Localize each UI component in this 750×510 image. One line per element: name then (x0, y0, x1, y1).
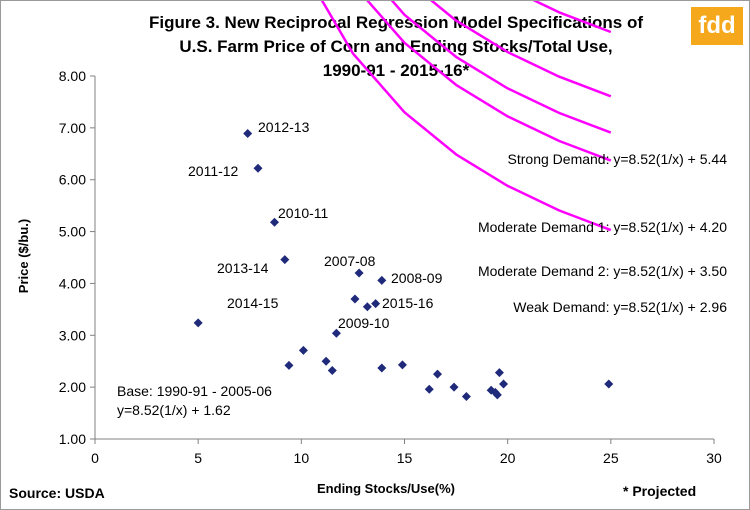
data-point (377, 275, 387, 285)
projected-footnote: * Projected (623, 483, 696, 499)
data-point (449, 382, 459, 392)
base-curve-equation: y=8.52(1/x) + 1.62 (117, 402, 231, 418)
y-axis-label: Price ($/bu.) (16, 219, 31, 293)
base-curve-label: Base: 1990-91 - 2005-06 (117, 383, 272, 399)
data-point (350, 294, 360, 304)
weak-demand-curve (366, 1, 612, 162)
data-point (284, 360, 294, 370)
annotations: 2012-13 2011-12 2010-11 2013-14 2014-15 2007-… (117, 119, 727, 418)
moderate-demand-1-curve (430, 1, 612, 98)
data-point (331, 328, 341, 338)
point-label: 2012-13 (258, 119, 310, 135)
data-point (253, 163, 263, 173)
point-label: 2009-10 (338, 315, 390, 331)
data-point (377, 363, 387, 373)
data-point (604, 379, 614, 389)
data-point (362, 302, 372, 312)
data-point (280, 255, 290, 265)
y-tick-label: 5.00 (59, 224, 86, 240)
x-tick-label: 10 (294, 450, 310, 466)
point-label: 2010-11 (278, 205, 329, 221)
demand-curves (320, 1, 612, 232)
data-point (298, 345, 308, 355)
y-tick-label: 1.00 (59, 431, 86, 447)
strong-demand-curve (532, 1, 612, 34)
y-tick-label: 2.00 (59, 379, 86, 395)
data-point (354, 268, 364, 278)
x-axis-label: Ending Stocks/Use(%) (317, 481, 455, 496)
chart-title-line2: U.S. Farm Price of Corn and Ending Stock… (179, 37, 612, 56)
data-point (397, 360, 407, 370)
chart-title: Figure 3. New Reciprocal Regression Mode… (149, 13, 643, 32)
data-point (494, 368, 504, 378)
data-point (492, 390, 502, 400)
point-label: 2007-08 (324, 253, 376, 269)
moderate-demand-2-curve-label: Moderate Demand 2: y=8.52(1/x) + 3.50 (478, 263, 727, 279)
data-point (321, 356, 331, 366)
data-point (424, 384, 434, 394)
point-label: 2015-16 (382, 295, 434, 311)
source-note: Source: USDA (9, 485, 105, 501)
data-point (461, 391, 471, 401)
data-point (499, 379, 509, 389)
data-point (371, 299, 381, 309)
fdd-logo: fdd (691, 7, 743, 45)
y-tick-label: 7.00 (59, 120, 86, 136)
moderate-demand-1-curve-label: Moderate Demand 1: y=8.52(1/x) + 4.20 (478, 219, 727, 235)
y-tick-label: 6.00 (59, 172, 86, 188)
x-tick-label: 5 (194, 450, 202, 466)
data-point (270, 217, 280, 227)
x-tick-label: 20 (500, 450, 516, 466)
y-tick-label: 4.00 (59, 275, 86, 291)
y-tick-label: 8.00 (59, 68, 86, 84)
logo-text: fdd (698, 12, 736, 39)
data-points (193, 129, 614, 401)
x-tick-label: 0 (91, 450, 99, 466)
data-point (243, 129, 253, 139)
strong-demand-curve-label: Strong Demand: y=8.52(1/x) + 5.44 (508, 151, 728, 167)
x-tick-label: 30 (706, 450, 722, 466)
moderate-demand-2-curve (390, 1, 612, 134)
point-label: 2013-14 (217, 260, 269, 276)
weak-demand-curve-label: Weak Demand: y=8.52(1/x) + 2.96 (513, 299, 727, 315)
data-point (433, 369, 443, 379)
point-label: 2008-09 (391, 270, 443, 286)
point-label: 2011-12 (188, 163, 239, 179)
x-tick-label: 25 (603, 450, 619, 466)
base-curve (320, 1, 612, 232)
x-tick-label: 15 (397, 450, 413, 466)
data-point (327, 366, 337, 376)
data-point (193, 318, 203, 328)
axes: 1.00 2.00 3.00 4.00 5.00 6.00 7.00 8.00 0 5 10 15 20… (59, 68, 722, 466)
point-label: 2014-15 (227, 295, 279, 311)
y-tick-label: 3.00 (59, 327, 86, 343)
